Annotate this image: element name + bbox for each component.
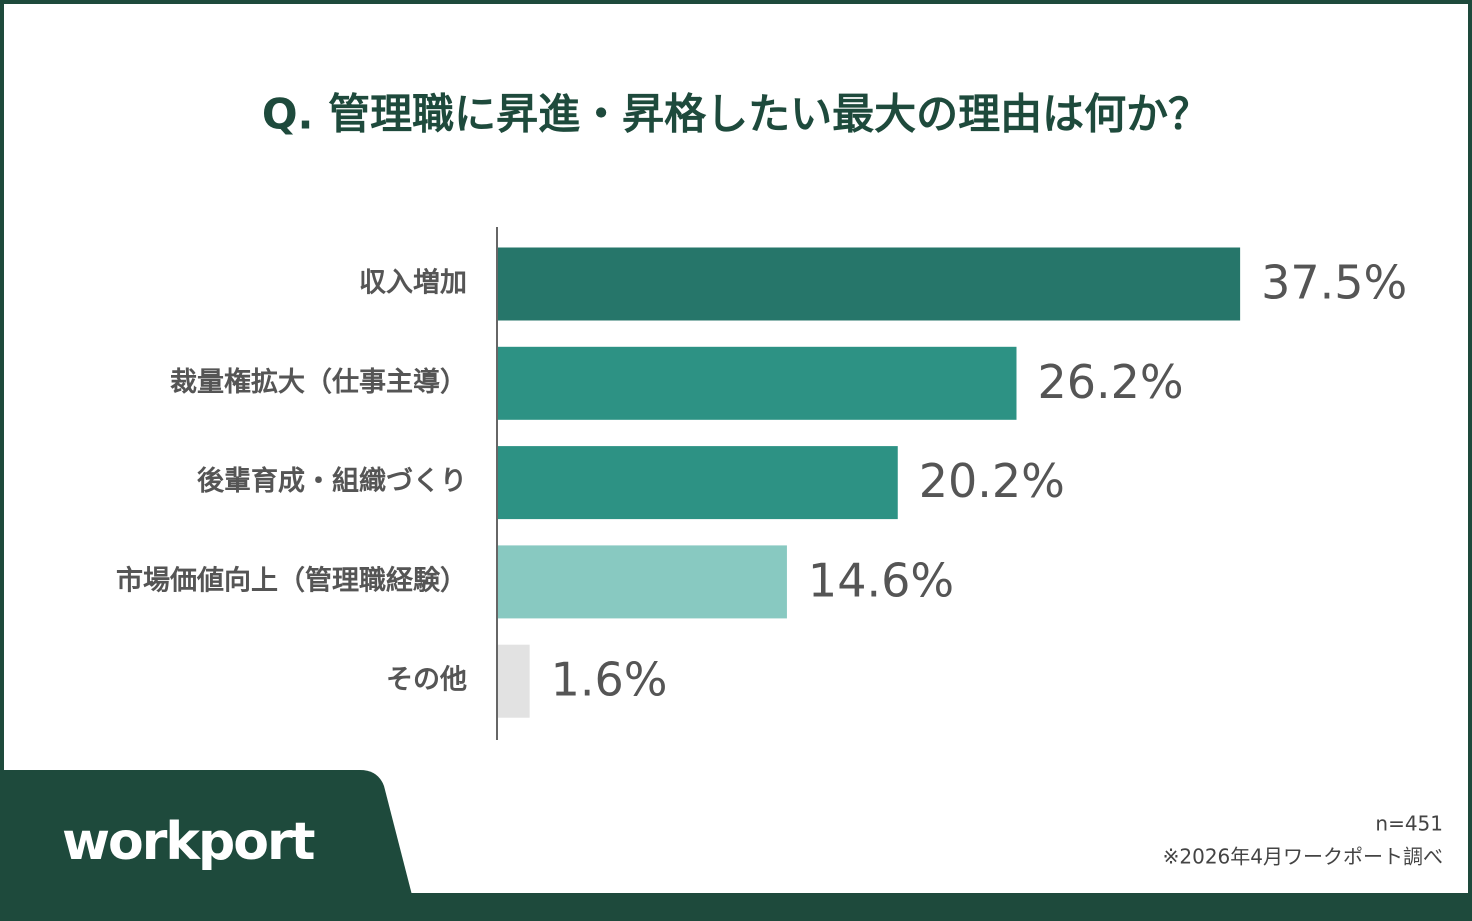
category-label: その他	[386, 665, 467, 696]
bar	[498, 446, 898, 520]
value-label: 1.6%	[551, 653, 668, 707]
value-label: 14.6%	[808, 553, 954, 607]
category-label: 裁量権拡大（仕事主導）	[170, 366, 467, 398]
bar	[498, 247, 1241, 321]
logo: workport	[62, 812, 315, 872]
sample-size: n=451	[1375, 812, 1443, 836]
bar	[498, 346, 1017, 420]
value-label: 20.2%	[919, 454, 1065, 508]
footer-band	[0, 893, 1472, 921]
value-label: 26.2%	[1037, 355, 1183, 409]
category-label: 後輩育成・組織づくり	[197, 465, 467, 497]
bar	[498, 545, 787, 619]
value-label: 37.5%	[1261, 256, 1407, 310]
category-label: 収入増加	[359, 267, 467, 299]
category-label: 市場価値向上（管理職経験）	[116, 564, 467, 596]
logo-panel	[0, 770, 412, 895]
source-note: ※2026年4月ワークポート調べ	[1163, 845, 1443, 869]
chart-title: Q. 管理職に昇進・昇格したい最大の理由は何か？	[262, 90, 1210, 139]
bar	[498, 644, 530, 718]
